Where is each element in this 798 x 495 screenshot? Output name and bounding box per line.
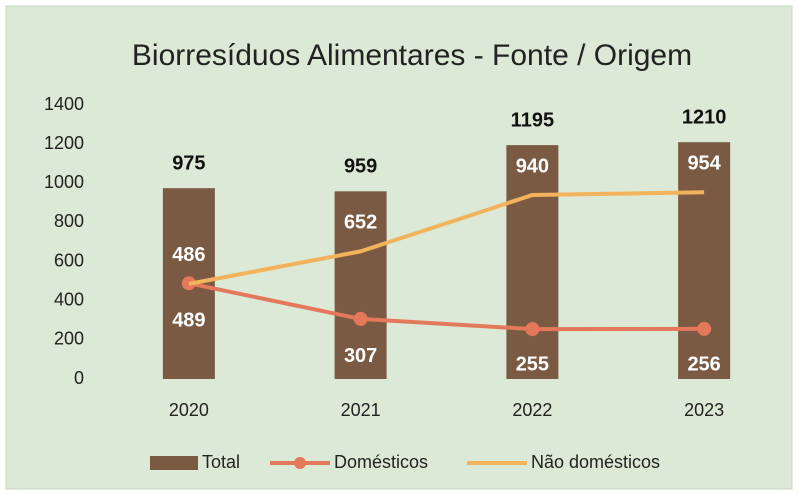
data-label: 307 [344, 345, 377, 367]
line [188, 190, 705, 286]
line-marker [697, 321, 712, 336]
legend-label: Não domésticos [531, 452, 660, 472]
y-tick-label: 400 [54, 289, 84, 309]
chart-title: Biorresíduos Alimentares - Fonte / Orige… [132, 39, 692, 72]
data-label: 652 [344, 212, 377, 234]
legend-swatch [150, 456, 198, 470]
data-label: 940 [516, 155, 549, 177]
bar [678, 142, 731, 379]
x-tick-label: 2021 [341, 400, 381, 420]
data-label: 255 [516, 353, 549, 375]
bar [334, 191, 387, 379]
bar [506, 145, 559, 379]
data-label: 1195 [511, 109, 554, 131]
line [188, 281, 705, 332]
data-label: 975 [172, 152, 205, 174]
data-label: 1210 [682, 106, 727, 128]
line-marker [353, 311, 368, 326]
legend-marker [294, 457, 306, 469]
y-tick-label: 1000 [44, 172, 84, 192]
legend-label: Total [202, 452, 240, 472]
data-label: 256 [687, 353, 720, 375]
x-tick-label: 2022 [512, 400, 552, 420]
x-tick-label: 2023 [684, 400, 724, 420]
y-tick-label: 600 [54, 250, 84, 270]
data-label: 959 [344, 156, 377, 178]
legend-label: Domésticos [334, 452, 428, 472]
y-tick-label: 0 [74, 368, 84, 388]
x-tick-label: 2020 [169, 400, 209, 420]
line-marker [525, 322, 540, 337]
y-tick-label: 1400 [44, 94, 84, 114]
y-tick-label: 200 [54, 329, 84, 349]
data-label: 489 [172, 310, 205, 332]
y-tick-label: 800 [54, 211, 84, 231]
chart-background [5, 5, 793, 490]
data-label: 954 [687, 153, 721, 175]
data-label: 486 [172, 244, 205, 266]
y-tick-label: 1200 [44, 133, 84, 153]
